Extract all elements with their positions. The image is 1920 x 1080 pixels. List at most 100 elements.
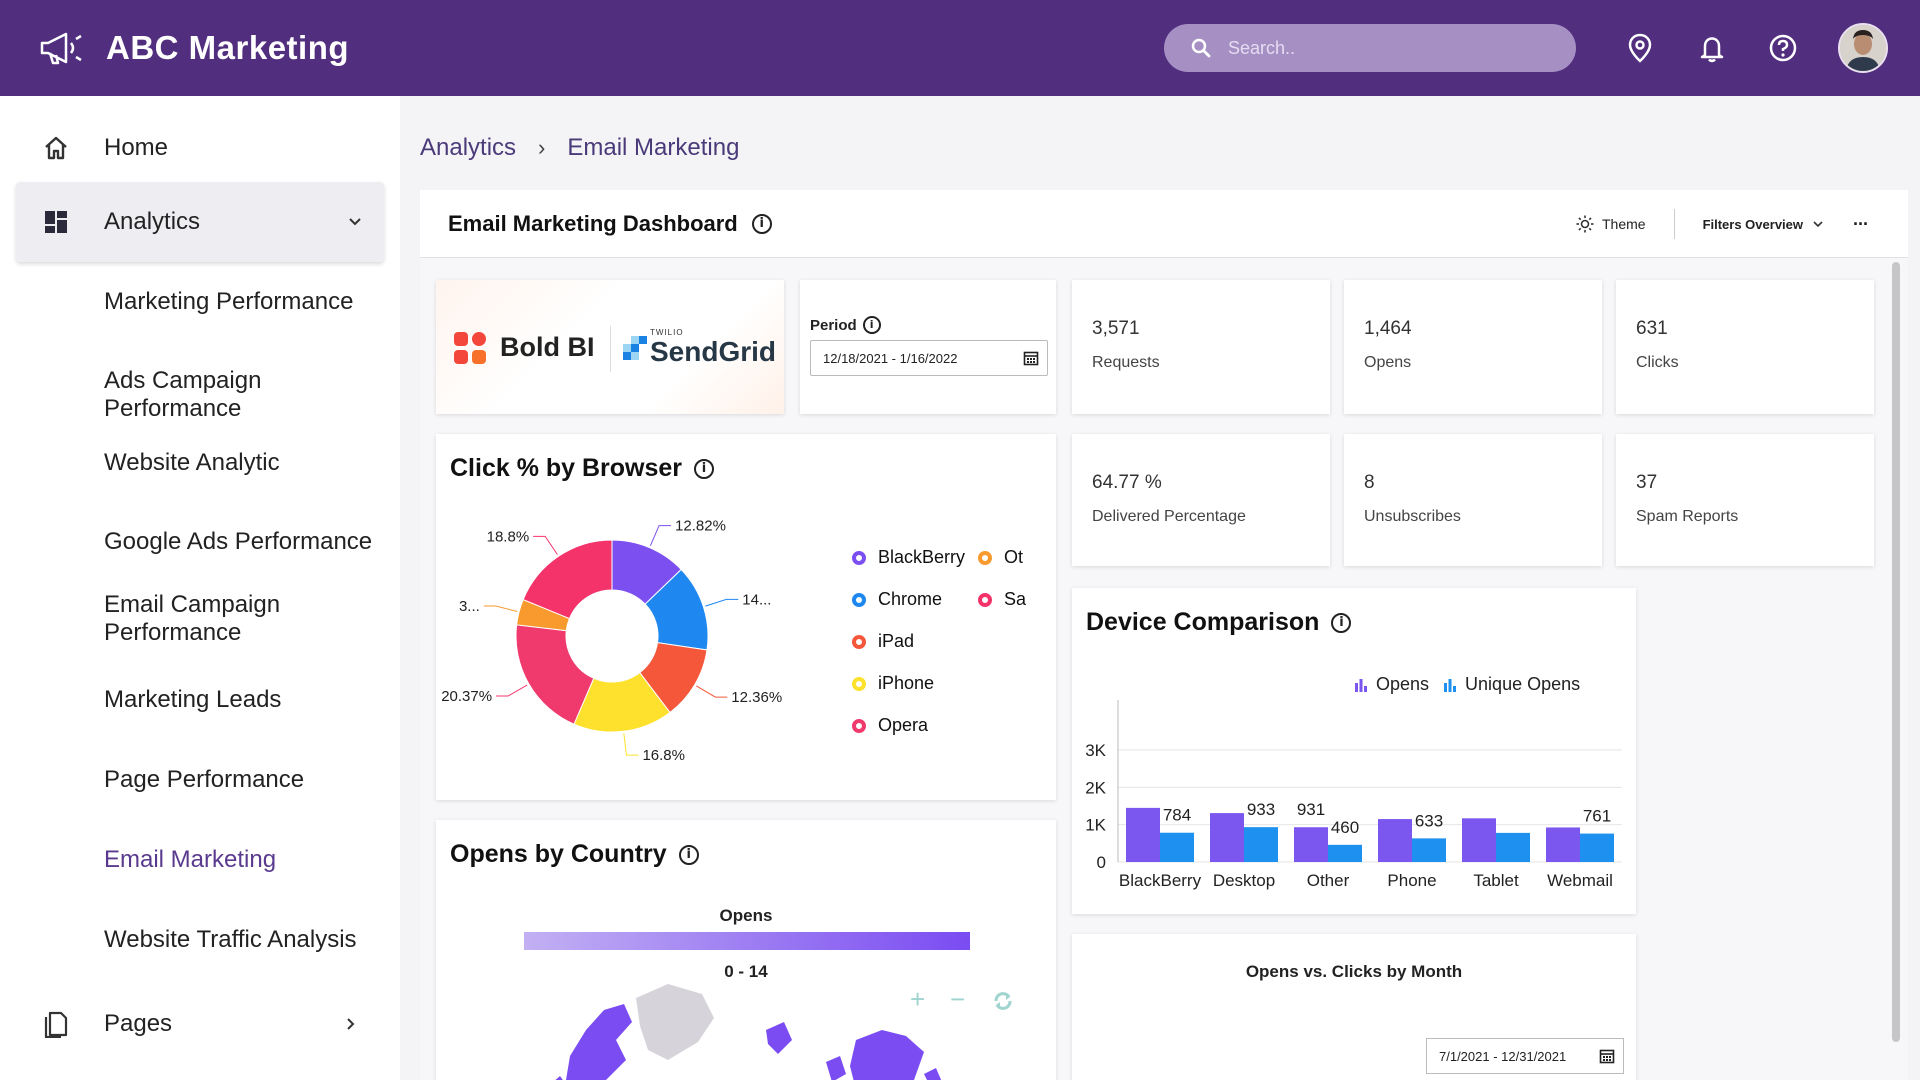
pie-leader-line	[533, 535, 558, 555]
y-tick-label: 3K	[1085, 741, 1106, 760]
notifications-button[interactable]	[1696, 32, 1728, 64]
map-scale-title: Opens	[719, 906, 773, 925]
help-button[interactable]	[1767, 32, 1799, 64]
info-icon[interactable]: i	[678, 844, 699, 865]
bar-chart-icon	[1355, 678, 1367, 692]
period-card: Period i 12/18/2021 - 1/16/2022	[800, 280, 1056, 414]
dashboard-toolbar: Theme Filters Overview ···	[1576, 190, 1869, 258]
bar[interactable]	[1378, 819, 1412, 862]
search-input[interactable]	[1228, 37, 1548, 59]
bar[interactable]	[1160, 832, 1194, 862]
sidebar-item-analytics[interactable]: Analytics	[16, 182, 384, 262]
legend-label: Opera	[878, 715, 929, 735]
bar[interactable]	[1580, 833, 1614, 862]
legend-item[interactable]: iPhone	[852, 673, 934, 694]
zoom-out-button[interactable]: −	[950, 984, 966, 1014]
period-label: Period	[810, 316, 857, 334]
legend-item[interactable]: BlackBerry	[852, 547, 965, 568]
browser-chart-title-row: Click % by Browser i	[450, 454, 715, 483]
device-legend: Opens Unique Opens	[1354, 674, 1580, 695]
calendar-icon	[1599, 1049, 1615, 1064]
bar[interactable]	[1210, 813, 1244, 862]
sidebar-item-label: Analytics	[104, 208, 201, 235]
bar[interactable]	[1126, 807, 1160, 862]
pie-data-label: 14...	[742, 591, 771, 608]
legend-item[interactable]: Ot	[978, 547, 1023, 568]
chevron-down-icon	[1813, 221, 1823, 228]
bar-data-label: 931	[1297, 800, 1325, 819]
pie-slice[interactable]	[522, 539, 613, 620]
bar[interactable]	[1462, 818, 1496, 862]
info-icon[interactable]: i	[862, 316, 881, 334]
sidebar-sub-page-performance[interactable]: Page Performance	[104, 766, 305, 793]
bar-data-label: 784	[1163, 806, 1191, 825]
x-tick-label: Desktop	[1213, 871, 1275, 890]
dashboard-header: Email Marketing Dashboard i Theme Filter…	[420, 190, 1908, 258]
location-pin-button[interactable]	[1624, 32, 1656, 64]
sidebar-item-label: Home	[104, 134, 169, 161]
breadcrumb-analytics[interactable]: Analytics	[420, 134, 517, 161]
kpi-card-spam-reports: 37 Spam Reports	[1616, 434, 1874, 566]
device-chart-card: Device Comparison i Opens Unique Opens 3…	[1072, 588, 1636, 914]
legend-marker-icon	[852, 676, 866, 691]
legend-item[interactable]: Sa	[978, 589, 1026, 610]
pages-icon	[44, 1011, 68, 1038]
sendgrid-twilio-label: TWILIO	[650, 328, 684, 337]
bar[interactable]	[1496, 832, 1530, 862]
info-icon[interactable]: i	[694, 458, 715, 479]
bar-chart-icon	[1444, 678, 1457, 692]
kpi-card-requests: 3,571 Requests	[1072, 280, 1330, 414]
legend-item[interactable]: Opera	[852, 715, 928, 736]
kpi-label: Opens	[1364, 354, 1412, 371]
sidebar-sub-website-analytic[interactable]: Website Analytic	[104, 449, 280, 476]
period-header: Period i	[810, 316, 881, 334]
sidebar-sub-marketing-leads[interactable]: Marketing Leads	[104, 686, 282, 713]
sidebar-sub-email-marketing[interactable]: Email Marketing	[104, 846, 277, 873]
breadcrumb-separator-icon: ›	[538, 135, 546, 160]
bar[interactable]	[1412, 838, 1446, 862]
zoom-in-button[interactable]: +	[910, 984, 926, 1014]
kpi-card-unsubscribes: 8 Unsubscribes	[1344, 434, 1602, 566]
kpi-value: 3,571	[1092, 318, 1140, 339]
legend-item[interactable]: Opens	[1354, 674, 1429, 695]
period-date-picker[interactable]: 12/18/2021 - 1/16/2022	[810, 340, 1048, 376]
logo-divider	[610, 326, 611, 372]
sidebar-sub-ads-campaign[interactable]: Ads Campaign Performance	[104, 367, 262, 422]
sidebar-item-pages[interactable]: Pages	[0, 1000, 400, 1048]
bar[interactable]	[1328, 844, 1362, 862]
info-icon[interactable]: i	[751, 213, 772, 234]
user-avatar-icon	[1840, 25, 1886, 71]
dashboard-scrollbar[interactable]	[1892, 262, 1900, 1042]
sidebar-sub-marketing-performance[interactable]: Marketing Performance	[104, 288, 354, 315]
legend-item[interactable]: Unique Opens	[1443, 674, 1580, 695]
month-date-picker[interactable]: 7/1/2021 - 12/31/2021	[1426, 1038, 1624, 1074]
brand[interactable]: ABC Marketing	[38, 29, 349, 67]
search-bar[interactable]	[1164, 24, 1576, 72]
sidebar-item-home[interactable]: Home	[0, 124, 400, 172]
user-avatar[interactable]	[1838, 23, 1888, 73]
bar[interactable]	[1294, 827, 1328, 862]
home-icon	[45, 136, 67, 160]
bar-data-label: 460	[1331, 818, 1359, 837]
legend-marker-icon	[978, 550, 992, 565]
pie-slice[interactable]	[515, 624, 595, 725]
theme-label: Theme	[1601, 216, 1646, 232]
reset-zoom-icon[interactable]	[992, 990, 1014, 1012]
period-date-value: 12/18/2021 - 1/16/2022	[823, 350, 958, 366]
legend-item[interactable]: Chrome	[852, 589, 942, 610]
bar[interactable]	[1546, 827, 1580, 862]
legend-item[interactable]: iPad	[852, 631, 914, 652]
theme-button[interactable]: Theme	[1576, 215, 1646, 233]
browser-chart-card: Click % by Browser i 12.82% 14... 12.36% 16…	[436, 434, 1056, 800]
sidebar-sub-email-campaign[interactable]: Email Campaign Performance	[104, 591, 281, 646]
device-bar-chart: 3K 2K 1K 0 784 BlackBerry 933 Desktop 931 460 Othe…	[1085, 700, 1622, 890]
filters-overview-button[interactable]: Filters Overview	[1703, 217, 1825, 232]
dashboard-title: Email Marketing Dashboard	[448, 210, 738, 236]
more-options-button[interactable]: ···	[1853, 213, 1869, 234]
sidebar-sub-website-traffic[interactable]: Website Traffic Analysis	[104, 926, 357, 953]
info-icon[interactable]: i	[1331, 612, 1352, 633]
bar[interactable]	[1244, 827, 1278, 862]
legend-marker-icon	[978, 592, 992, 607]
legend-label: Ot	[1004, 547, 1024, 567]
sidebar-sub-google-ads[interactable]: Google Ads Performance	[104, 528, 373, 555]
